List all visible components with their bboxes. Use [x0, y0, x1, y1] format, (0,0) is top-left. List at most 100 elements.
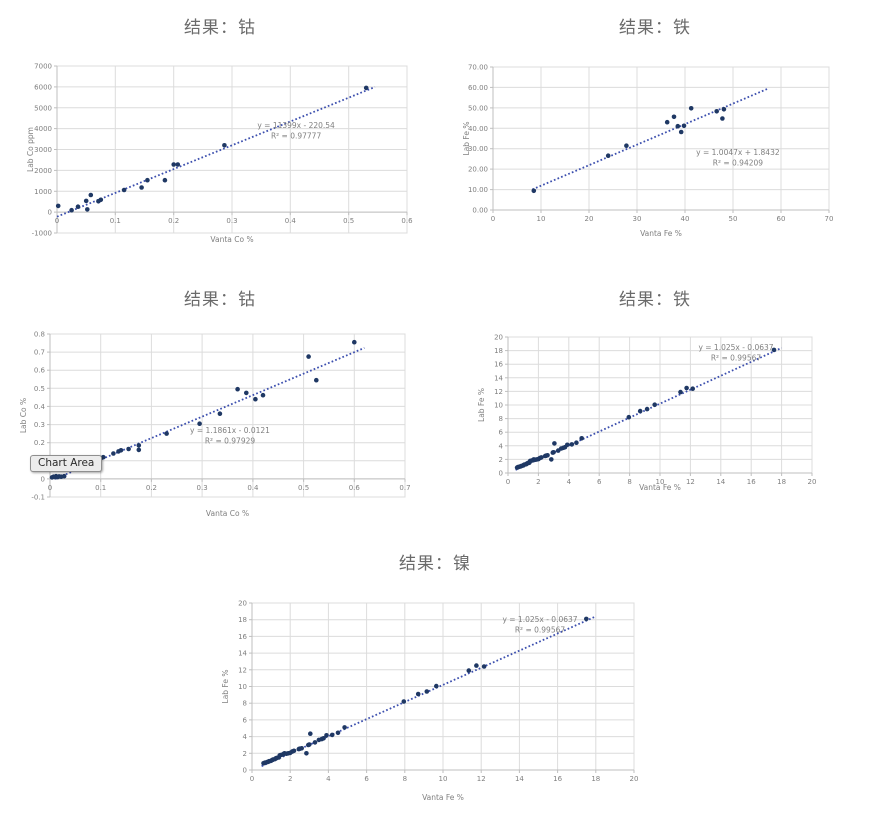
- svg-text:2: 2: [243, 750, 247, 758]
- data-points[interactable]: [55, 85, 369, 213]
- chart-title: 结果：铁: [619, 289, 691, 310]
- data-points[interactable]: [514, 347, 777, 470]
- svg-text:6: 6: [499, 429, 504, 437]
- svg-text:0.5: 0.5: [34, 385, 45, 393]
- svg-text:0: 0: [41, 475, 45, 483]
- trendline-equation[interactable]: y = 1.025x - 0.0637 R² = 0.99567: [502, 615, 577, 635]
- svg-text:6: 6: [243, 716, 248, 724]
- gridlines: [49, 333, 406, 498]
- svg-text:0: 0: [250, 775, 254, 783]
- svg-text:10: 10: [439, 775, 448, 783]
- svg-text:2: 2: [536, 478, 540, 486]
- svg-text:0.6: 0.6: [349, 484, 361, 492]
- trendline-equation[interactable]: y = 11399x - 220.54 R² = 0.97777: [257, 121, 335, 141]
- svg-text:20: 20: [630, 775, 639, 783]
- y-axis: [47, 333, 51, 498]
- svg-text:6000: 6000: [34, 83, 52, 91]
- svg-text:0.4: 0.4: [34, 403, 46, 411]
- svg-text:14: 14: [515, 775, 524, 783]
- data-points[interactable]: [261, 616, 589, 766]
- gridlines: [56, 65, 408, 234]
- x-axis: [507, 472, 813, 476]
- chart-nickel[interactable]: 结果：镍 0 2 4 6 8 10 12 14 16 18 20 0 2 4 6 8 10 12 14 16 18 20 y…: [180, 538, 690, 806]
- svg-text:18: 18: [777, 478, 786, 486]
- chart-title: 结果：铁: [619, 17, 691, 38]
- svg-text:3000: 3000: [34, 146, 52, 154]
- svg-text:10.00: 10.00: [468, 186, 488, 194]
- svg-text:16: 16: [747, 478, 756, 486]
- svg-text:10: 10: [494, 402, 503, 410]
- svg-text:0.4: 0.4: [285, 217, 297, 225]
- chart-iron-low[interactable]: 结果：铁 0 2 4 6 8 10 12 14 16 18 20 0 2 4 6 8 10 12 14 16 18 20 y…: [447, 276, 863, 496]
- svg-text:60: 60: [777, 215, 786, 223]
- y-tick-labels: 0.00 10.00 20.00 30.00 40.00 50.00 60.00 70.00: [468, 64, 488, 215]
- x-axis: [49, 478, 406, 482]
- svg-text:-1000: -1000: [32, 230, 52, 238]
- x-tick-labels: 0 2 4 6 8 10 12 14 16 18 20: [250, 775, 639, 783]
- svg-text:2: 2: [288, 775, 292, 783]
- chart-cobalt-ppm[interactable]: 结果：钴 -1000 0 1000 2000 3000 4000 5000 6000 7000 0…: [8, 4, 432, 248]
- svg-text:18: 18: [494, 347, 503, 355]
- svg-text:10: 10: [238, 683, 247, 691]
- svg-text:20: 20: [585, 215, 594, 223]
- svg-text:14: 14: [238, 650, 247, 658]
- chart-title: 结果：钴: [184, 17, 256, 38]
- svg-text:12: 12: [477, 775, 486, 783]
- plot-area[interactable]: 0 2 4 6 8 10 12 14 16 18 20 0 2 4 6 8 10 12 14 16 18 20 y = 1.…: [180, 584, 690, 806]
- trendline[interactable]: [54, 347, 365, 480]
- data-points[interactable]: [531, 106, 727, 194]
- plot-area[interactable]: 0 2 4 6 8 10 12 14 16 18 20 0 2 4 6 8 10 12 14 16 18 20 y = 1.…: [447, 318, 863, 496]
- y-axis-title: Lab Co %: [19, 398, 28, 433]
- x-axis-title: Vanta Fe %: [639, 483, 681, 492]
- svg-text:y = 1.025x - 0.0637: y = 1.025x - 0.0637: [698, 343, 773, 352]
- chart-iron-high[interactable]: 结果：铁 0.00 10.00 20.00 30.00 40.00 50.00 60.00 7…: [447, 4, 863, 242]
- svg-text:0.7: 0.7: [399, 484, 410, 492]
- trendline[interactable]: [56, 86, 376, 218]
- y-axis-title: Lab Fe %: [477, 388, 486, 422]
- x-tick-labels: 0 10 20 30 40 50 60 70: [491, 215, 834, 223]
- svg-text:R² = 0.97929: R² = 0.97929: [205, 436, 256, 445]
- y-axis: [505, 336, 509, 474]
- svg-text:18: 18: [591, 775, 600, 783]
- trendline[interactable]: [532, 87, 770, 191]
- x-axis-title: Vanta Co %: [206, 509, 249, 518]
- svg-text:12: 12: [686, 478, 695, 486]
- svg-text:0.1: 0.1: [110, 217, 121, 225]
- svg-text:7000: 7000: [34, 63, 52, 71]
- trendline-equation[interactable]: y = 1.025x - 0.0637 R² = 0.99567: [698, 343, 773, 363]
- svg-text:0.5: 0.5: [343, 217, 354, 225]
- svg-text:6: 6: [597, 478, 602, 486]
- svg-text:12: 12: [238, 666, 247, 674]
- svg-text:0: 0: [48, 209, 52, 217]
- chart-cobalt-pct[interactable]: 结果：钴 -0.100.10.20.30.40.50.60.70.800.10.…: [8, 276, 432, 522]
- x-tick-labels: 0 2 4 6 8 10 12 14 16 18 20: [506, 478, 817, 486]
- plot-area[interactable]: -0.100.10.20.30.40.50.60.70.800.10.20.30…: [8, 318, 432, 522]
- svg-text:60.00: 60.00: [468, 84, 488, 92]
- svg-text:16: 16: [494, 361, 503, 369]
- svg-text:20.00: 20.00: [468, 166, 488, 174]
- y-tick-labels: 0 2 4 6 8 10 12 14 16 18 20: [494, 334, 503, 478]
- svg-text:20: 20: [808, 478, 817, 486]
- svg-text:R² = 0.99567: R² = 0.99567: [711, 354, 762, 363]
- trendline[interactable]: [261, 615, 597, 768]
- svg-text:5000: 5000: [34, 104, 52, 112]
- svg-text:0.6: 0.6: [401, 217, 413, 225]
- y-axis: [490, 66, 494, 211]
- svg-text:18: 18: [238, 616, 247, 624]
- x-tick-labels: 0 0.1 0.2 0.3 0.4 0.5 0.6: [55, 217, 413, 225]
- plot-area[interactable]: 0.0010.0020.0030.0040.0050.0060.0070.000…: [447, 46, 863, 242]
- svg-text:0: 0: [243, 767, 247, 775]
- svg-text:4: 4: [499, 442, 504, 450]
- svg-text:y = 1.025x - 0.0637: y = 1.025x - 0.0637: [502, 615, 577, 624]
- x-axis: [251, 769, 635, 773]
- svg-text:1000: 1000: [34, 188, 52, 196]
- y-tick-labels: -1000 0 1000 2000 3000 4000 5000 6000 7000: [32, 63, 52, 238]
- svg-text:20: 20: [494, 334, 503, 342]
- plot-border: [49, 333, 406, 498]
- svg-text:8: 8: [499, 415, 503, 423]
- svg-text:-0.1: -0.1: [31, 494, 45, 502]
- svg-text:16: 16: [553, 775, 562, 783]
